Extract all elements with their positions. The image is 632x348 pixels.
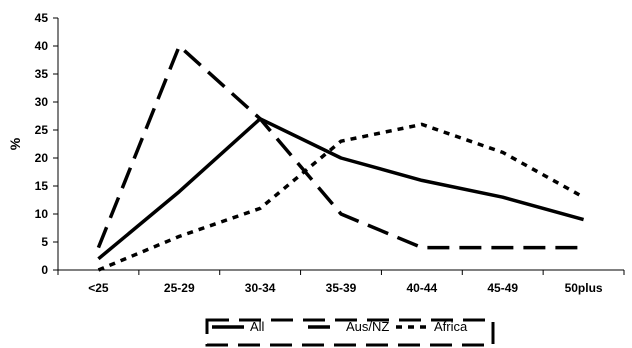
y-tick-label: 5 — [41, 235, 48, 249]
x-tick-label: 45-49 — [487, 281, 518, 295]
series-lines — [96, 44, 585, 272]
x-tick-label: 50plus — [565, 281, 603, 295]
y-tick-label: 45 — [35, 11, 49, 25]
x-tick-label: 40-44 — [407, 281, 438, 295]
y-tick-label: 10 — [35, 207, 49, 221]
y-tick-label: 20 — [35, 151, 49, 165]
y-axis-label: % — [7, 137, 23, 150]
series-line-aus-nz — [96, 44, 584, 250]
x-tick-label: 30-34 — [245, 281, 276, 295]
legend-box — [205, 318, 495, 347]
y-tick-label: 15 — [35, 179, 49, 193]
y-tick-label: 35 — [35, 67, 49, 81]
series-line-africa — [97, 122, 585, 272]
axes — [57, 18, 624, 271]
legend-label: Africa — [434, 319, 468, 334]
x-tick-label: 25-29 — [164, 281, 195, 295]
series-line-all — [97, 117, 585, 261]
y-tick-label: 40 — [35, 39, 49, 53]
legend-label: Aus/NZ — [346, 319, 389, 334]
x-tick-label: <25 — [88, 281, 109, 295]
y-tick-label: 0 — [41, 263, 48, 277]
legend: All Aus/NZ Africa — [205, 318, 495, 347]
y-tick-label: 30 — [35, 95, 49, 109]
x-tick-label: 35-39 — [326, 281, 357, 295]
legend-label: All — [250, 319, 265, 334]
x-ticks: <25 25-29 30-34 35-39 40-44 45-49 50plus — [57, 270, 625, 295]
y-ticks: 0 5 10 15 20 25 30 35 40 45 — [35, 11, 58, 277]
y-tick-label: 25 — [35, 123, 49, 137]
